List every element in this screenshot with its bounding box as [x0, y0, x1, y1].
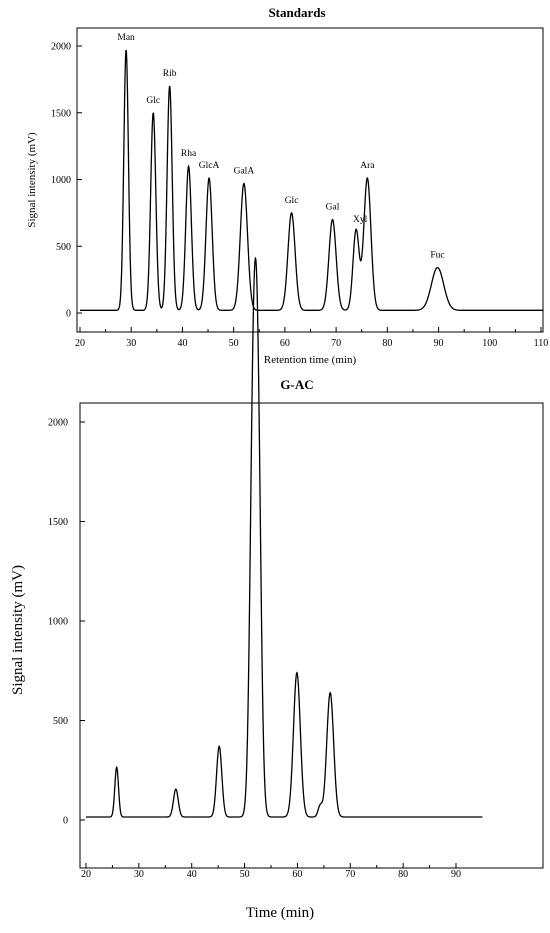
x-tick-label: 90	[434, 338, 444, 349]
standards-y-axis-label: Signal intensity (mV)	[26, 132, 38, 228]
x-tick-label: 60	[280, 338, 290, 349]
y-tick-label: 1500	[48, 517, 68, 528]
x-tick-label: 100	[482, 338, 497, 349]
standards-title: Standards	[268, 5, 325, 20]
peak-label-rha: Rha	[181, 149, 197, 159]
standards-axes: 20 30 40 50 60 70 80 90 100 110 0 500 1000 1500 2000	[51, 42, 548, 350]
x-tick-label: 30	[126, 338, 136, 349]
gac-title: G-AC	[280, 377, 313, 392]
peak-label-gala: GalA	[234, 167, 255, 177]
x-tick-label: 30	[134, 869, 144, 880]
gac-trace	[86, 256, 483, 818]
x-tick-label: 40	[187, 869, 197, 880]
peak-label-fuc: Fuc	[430, 251, 444, 261]
y-tick-label: 1000	[51, 175, 71, 186]
y-tick-label: 1000	[48, 617, 68, 628]
peak-label-glca: GlcA	[199, 161, 220, 171]
x-tick-label: 80	[382, 338, 392, 349]
gac-plot-frame	[79, 402, 544, 869]
y-tick-label: 1500	[51, 108, 71, 119]
gac-y-axis-label: Signal intensity (mV)	[10, 565, 26, 695]
y-tick-label: 500	[56, 242, 71, 253]
y-tick-label: 500	[53, 716, 68, 727]
x-tick-label: 40	[177, 338, 187, 349]
peak-label-rib: Rib	[163, 69, 177, 79]
x-tick-label: 110	[534, 338, 549, 349]
peak-label-ara: Ara	[360, 161, 375, 171]
x-tick-label: 70	[331, 338, 341, 349]
y-tick-label: 2000	[48, 418, 68, 429]
standards-trace	[80, 49, 544, 311]
x-tick-label: 70	[345, 869, 355, 880]
standards-chart: Standards 20 30 40 50 60 70 80 90 100 110 0 500 1000…	[26, 5, 548, 366]
x-tick-label: 80	[398, 869, 408, 880]
x-tick-label: 90	[451, 869, 461, 880]
peak-label-man: Man	[117, 33, 135, 43]
peak-label-gal: Gal	[326, 203, 340, 213]
x-tick-label: 20	[75, 338, 85, 349]
x-tick-label: 50	[229, 338, 239, 349]
peak-label-xyl: Xyl	[353, 215, 368, 225]
y-tick-label: 0	[66, 309, 71, 320]
y-tick-label: 2000	[51, 42, 71, 53]
x-tick-label: 60	[292, 869, 302, 880]
standards-plot-frame	[76, 27, 544, 333]
gac-axes: 20 30 40 50 60 70 80 90 0 500 1000 1500 2000	[48, 418, 461, 881]
x-tick-label: 20	[81, 869, 91, 880]
standards-x-axis-label: Retention time (min)	[264, 354, 357, 366]
y-tick-label: 0	[63, 816, 68, 827]
gac-x-axis-label: Time (min)	[246, 905, 314, 921]
x-tick-label: 50	[240, 869, 250, 880]
peak-label-glc: Glc	[285, 196, 299, 206]
peak-label-glc: Glc	[146, 96, 160, 106]
